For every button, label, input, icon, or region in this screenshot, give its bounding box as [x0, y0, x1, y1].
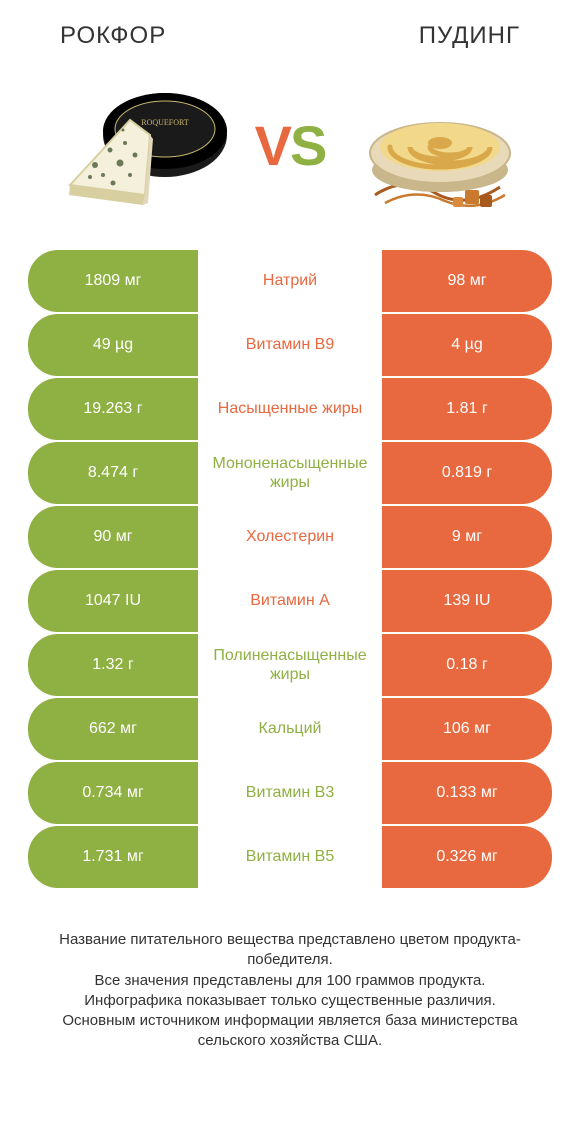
- right-value: 0.326 мг: [382, 826, 552, 888]
- table-row: 49 µgВитамин B94 µg: [28, 314, 552, 376]
- vs-letter-s: S: [290, 114, 325, 177]
- footer-line: Инфографика показывает только существенн…: [30, 991, 550, 1011]
- nutrient-label: Кальций: [198, 698, 382, 760]
- table-row: 19.263 гНасыщенные жиры1.81 г: [28, 378, 552, 440]
- nutrient-label: Витамин B5: [198, 826, 382, 888]
- right-value: 98 мг: [382, 250, 552, 312]
- left-value: 90 мг: [28, 506, 198, 568]
- table-row: 8.474 гМононенасыщенные жиры0.819 г: [28, 442, 552, 504]
- right-product-image: [345, 75, 525, 215]
- table-row: 1047 IUВитамин A139 IU: [28, 570, 552, 632]
- vs-letter-v: V: [255, 114, 290, 177]
- right-value: 4 µg: [382, 314, 552, 376]
- nutrient-label: Витамин B9: [198, 314, 382, 376]
- footer-line: Все значения представлены для 100 граммо…: [30, 971, 550, 991]
- nutrient-label: Витамин A: [198, 570, 382, 632]
- svg-text:ROQUEFORT: ROQUEFORT: [141, 118, 189, 127]
- vs-label: VS: [255, 113, 326, 178]
- left-product-image: ROQUEFORT: [55, 75, 235, 215]
- left-value: 1.32 г: [28, 634, 198, 696]
- table-row: 90 мгХолестерин9 мг: [28, 506, 552, 568]
- left-product-title: РОКФОР: [60, 22, 166, 50]
- table-row: 0.734 мгВитамин B30.133 мг: [28, 762, 552, 824]
- right-value: 106 мг: [382, 698, 552, 760]
- right-value: 139 IU: [382, 570, 552, 632]
- right-product-title: ПУДИНГ: [419, 22, 520, 50]
- left-value: 0.734 мг: [28, 762, 198, 824]
- table-row: 1809 мгНатрий98 мг: [28, 250, 552, 312]
- left-value: 8.474 г: [28, 442, 198, 504]
- nutrient-label: Полиненасыщенные жиры: [198, 634, 382, 696]
- right-value: 0.133 мг: [382, 762, 552, 824]
- nutrient-label: Витамин B3: [198, 762, 382, 824]
- nutrient-label: Мононенасыщенные жиры: [198, 442, 382, 504]
- table-row: 1.32 гПолиненасыщенные жиры0.18 г: [28, 634, 552, 696]
- header: РОКФОР ПУДИНГ: [0, 0, 580, 60]
- nutrient-label: Насыщенные жиры: [198, 378, 382, 440]
- images-row: ROQUEFORT VS: [0, 60, 580, 250]
- right-value: 9 мг: [382, 506, 552, 568]
- left-value: 1809 мг: [28, 250, 198, 312]
- nutrient-label: Натрий: [198, 250, 382, 312]
- left-value: 49 µg: [28, 314, 198, 376]
- left-value: 19.263 г: [28, 378, 198, 440]
- left-value: 1047 IU: [28, 570, 198, 632]
- right-value: 0.819 г: [382, 442, 552, 504]
- footer-line: Название питательного вещества представл…: [30, 930, 550, 971]
- nutrient-label: Холестерин: [198, 506, 382, 568]
- footer-text: Название питательного вещества представл…: [0, 890, 580, 1072]
- right-value: 0.18 г: [382, 634, 552, 696]
- table-row: 662 мгКальций106 мг: [28, 698, 552, 760]
- left-value: 1.731 мг: [28, 826, 198, 888]
- table-row: 1.731 мгВитамин B50.326 мг: [28, 826, 552, 888]
- comparison-table: 1809 мгНатрий98 мг49 µgВитамин B94 µg19.…: [0, 250, 580, 888]
- footer-line: Основным источником информации является …: [30, 1011, 550, 1052]
- left-value: 662 мг: [28, 698, 198, 760]
- right-value: 1.81 г: [382, 378, 552, 440]
